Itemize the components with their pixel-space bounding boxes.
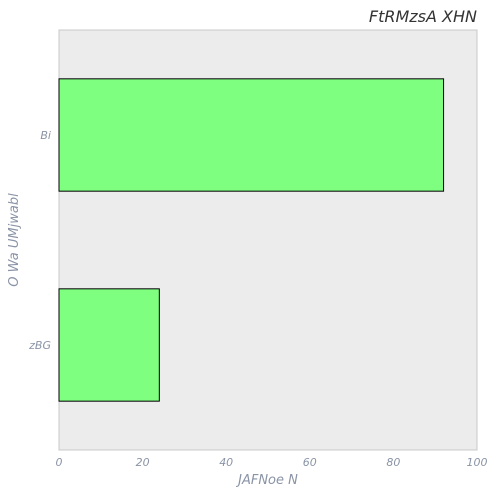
y-tick-labels: Bi zBG <box>28 129 51 352</box>
x-axis-label: JAFNoe N <box>235 473 298 488</box>
x-tick-label: 60 <box>303 456 317 469</box>
x-tick-label: 100 <box>467 456 488 469</box>
chart-title: FtRMzsA XHN <box>369 7 477 26</box>
x-tick-labels: 0 20 40 60 80 100 <box>56 456 488 469</box>
x-tick-label: 40 <box>219 456 233 469</box>
bar-zBG <box>58 288 160 402</box>
y-tick-label: zBG <box>28 339 51 352</box>
x-tick-label: 80 <box>386 456 400 469</box>
y-tick-label: Bi <box>40 129 51 142</box>
y-axis-label: O Wa UMjwabl <box>7 193 22 287</box>
x-tick-label: 0 <box>56 456 63 469</box>
bars-group <box>58 78 445 402</box>
x-tick-label: 20 <box>136 456 150 469</box>
bar-Bi <box>58 78 445 192</box>
